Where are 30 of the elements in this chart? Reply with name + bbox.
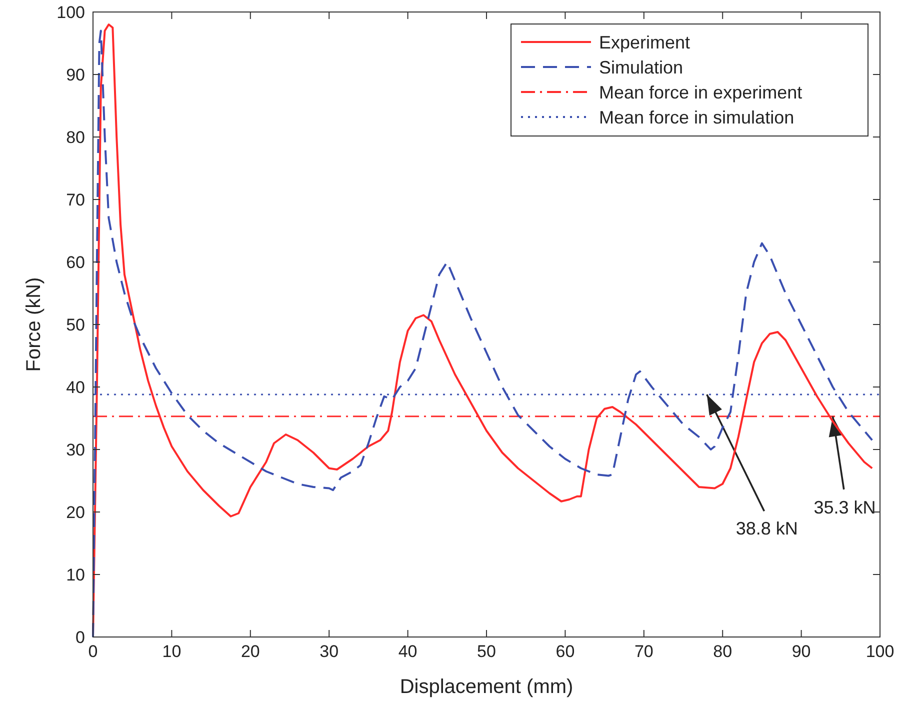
y-tick-label: 30 (66, 440, 85, 460)
x-tick-label: 20 (240, 642, 260, 661)
x-tick-label: 40 (398, 642, 418, 661)
x-tick-label: 70 (634, 642, 654, 661)
x-tick-label: 50 (477, 642, 496, 661)
x-tick-label: 90 (792, 642, 811, 661)
x-tick-label: 10 (162, 642, 182, 661)
annotation: 35.3 kN (814, 497, 876, 518)
legend-label: Mean force in simulation (599, 107, 794, 128)
y-tick-label: 50 (66, 315, 85, 334)
y-tick-label: 40 (66, 378, 85, 397)
x-tick-label: 80 (713, 642, 732, 661)
x-axis-title: Displacement (mm) (400, 676, 574, 698)
y-axis-title: Force (kN) (23, 277, 45, 372)
y-tick-label: 100 (56, 2, 85, 22)
annotation: 38.8 kN (736, 518, 798, 538)
x-tick-label: 60 (556, 642, 575, 661)
legend-label: Simulation (599, 57, 684, 78)
y-tick-label: 80 (66, 128, 85, 147)
y-tick-label: 10 (66, 565, 85, 584)
x-tick-label: 30 (320, 642, 339, 661)
legend-label: Experiment (599, 32, 690, 52)
y-tick-label: 70 (66, 190, 85, 210)
x-tick-label: 0 (88, 642, 98, 661)
y-tick-label: 20 (66, 502, 85, 522)
y-tick-label: 0 (76, 628, 85, 647)
y-tick-label: 90 (66, 65, 85, 84)
legend-label: Mean force in experiment (599, 82, 802, 102)
y-tick-label: 60 (66, 252, 85, 272)
x-tick-label: 100 (866, 642, 894, 661)
